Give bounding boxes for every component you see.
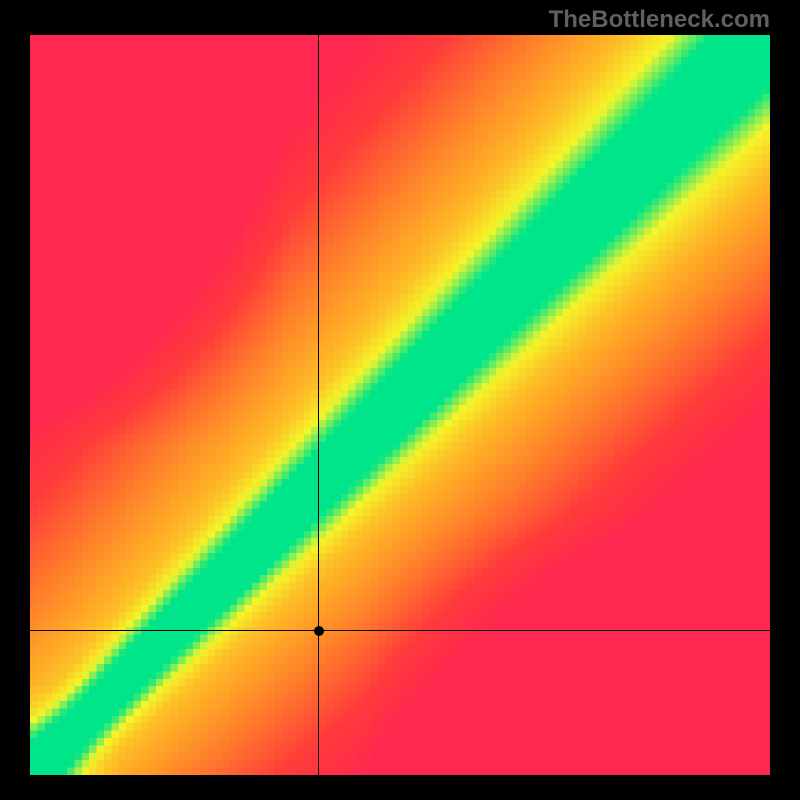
crosshair-horizontal — [30, 630, 770, 631]
heatmap-canvas — [30, 35, 770, 775]
watermark-text: TheBottleneck.com — [549, 6, 770, 34]
crosshair-vertical — [318, 35, 319, 775]
data-point-marker — [314, 626, 324, 636]
heatmap-plot — [30, 35, 770, 775]
chart-container: TheBottleneck.com — [0, 0, 800, 800]
